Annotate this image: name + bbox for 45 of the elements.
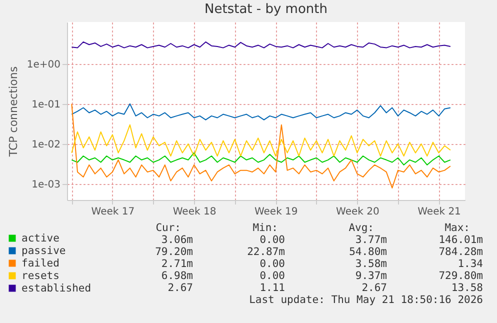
text: 2.71m (161, 258, 193, 270)
y-tick-label: 1e-02 (32, 139, 60, 150)
line-series (71, 103, 451, 188)
text: Last update: Thu May 21 18:50:16 2026 (249, 294, 483, 306)
text: 3.77m (355, 234, 387, 246)
line-series (71, 124, 451, 157)
x-tick-label: Week 21 (418, 206, 461, 218)
text: 0.00 (260, 258, 285, 270)
text: Cur: (156, 222, 181, 234)
text: 3.58m (355, 258, 387, 270)
y-tick-label: 1e+00 (26, 59, 60, 70)
text: 3.06m (161, 234, 193, 246)
text: 729.80m (438, 270, 483, 282)
x-tick-label: Week 19 (254, 206, 298, 218)
text: 22.87m (247, 246, 285, 258)
text: 2.67 (362, 282, 387, 294)
legend-label: active (22, 232, 60, 244)
chart-title: Netstat - by month (204, 2, 328, 17)
legend-label: failed (22, 257, 60, 270)
x-tick-label: Week 18 (172, 206, 216, 218)
legend-label: resets (22, 270, 60, 282)
text: 0.00 (260, 234, 285, 246)
y-tick-label: 1e-03 (32, 180, 60, 191)
x-tick-label: Week 17 (91, 206, 135, 218)
text: 9.37m (355, 270, 387, 282)
y-axis-title: TCP connections (6, 66, 20, 158)
text: 13.58 (451, 282, 483, 294)
text: 784.28m (438, 246, 483, 258)
text: 2.67 (168, 282, 193, 294)
text: Max: (444, 222, 470, 234)
text: 0.00 (260, 270, 285, 282)
text: Min: (252, 222, 278, 234)
text: 146.01m (438, 234, 483, 246)
legend-label: established (22, 282, 92, 294)
text: 54.80m (349, 246, 387, 258)
text: 1.11 (260, 282, 285, 294)
y-tick-label: 1e-01 (32, 99, 60, 110)
line-series (71, 152, 451, 166)
text: 79.20m (155, 246, 193, 258)
text: 6.98m (161, 270, 193, 282)
line-series (71, 103, 451, 120)
text: Avg: (348, 222, 374, 234)
text: 1.34 (458, 258, 483, 270)
x-tick-label: Week 20 (336, 206, 380, 218)
legend-label: passive (22, 244, 66, 257)
